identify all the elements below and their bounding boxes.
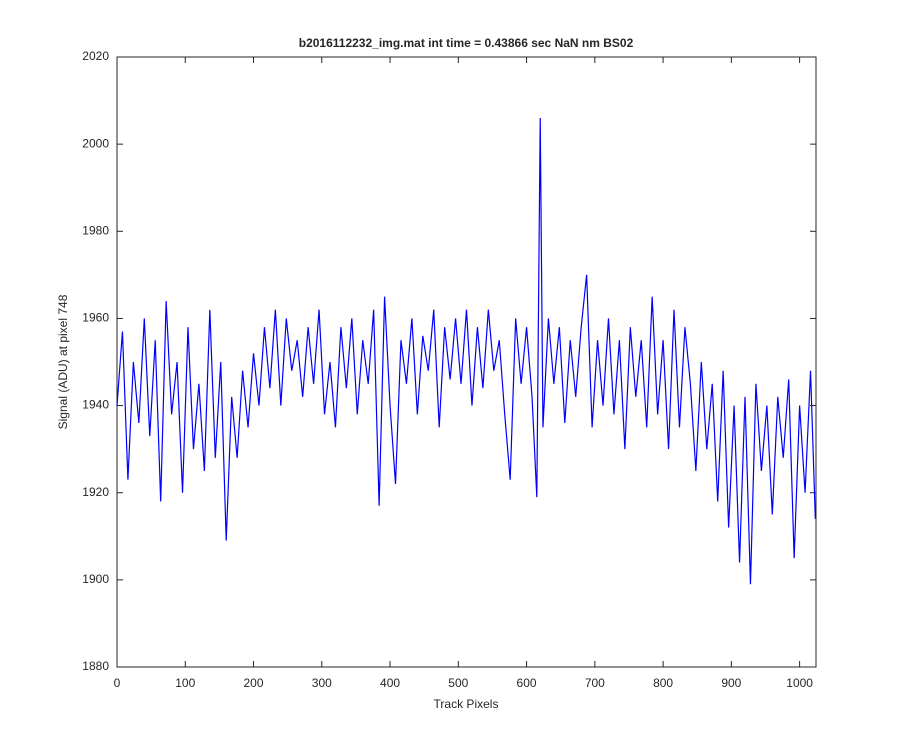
y-tick-label: 1980	[82, 223, 109, 237]
x-tick-label: 600	[517, 676, 537, 690]
x-tick-label: 500	[448, 676, 468, 690]
chart-title: b2016112232_img.mat int time = 0.43866 s…	[299, 36, 634, 50]
y-tick-label: 1880	[82, 659, 109, 673]
y-tick-label: 1940	[82, 398, 109, 412]
x-tick-label: 300	[312, 676, 332, 690]
x-tick-label: 800	[653, 676, 673, 690]
x-tick-label: 900	[721, 676, 741, 690]
x-tick-label: 0	[114, 676, 121, 690]
x-tick-label: 100	[175, 676, 195, 690]
y-tick-label: 1960	[82, 311, 109, 325]
x-tick-label: 200	[244, 676, 264, 690]
y-tick-label: 2020	[82, 49, 109, 63]
data-line	[116, 117, 816, 585]
x-tick-label: 1000	[786, 676, 813, 690]
y-tick-label: 1900	[82, 572, 109, 586]
x-tick-label: 400	[380, 676, 400, 690]
y-tick-label: 1920	[82, 485, 109, 499]
y-axis-label: Signal (ADU) at pixel 748	[56, 294, 70, 429]
x-tick-label: 700	[585, 676, 605, 690]
plot-frame	[116, 56, 817, 668]
y-tick-label: 2000	[82, 136, 109, 150]
x-axis-label: Track Pixels	[434, 697, 499, 711]
